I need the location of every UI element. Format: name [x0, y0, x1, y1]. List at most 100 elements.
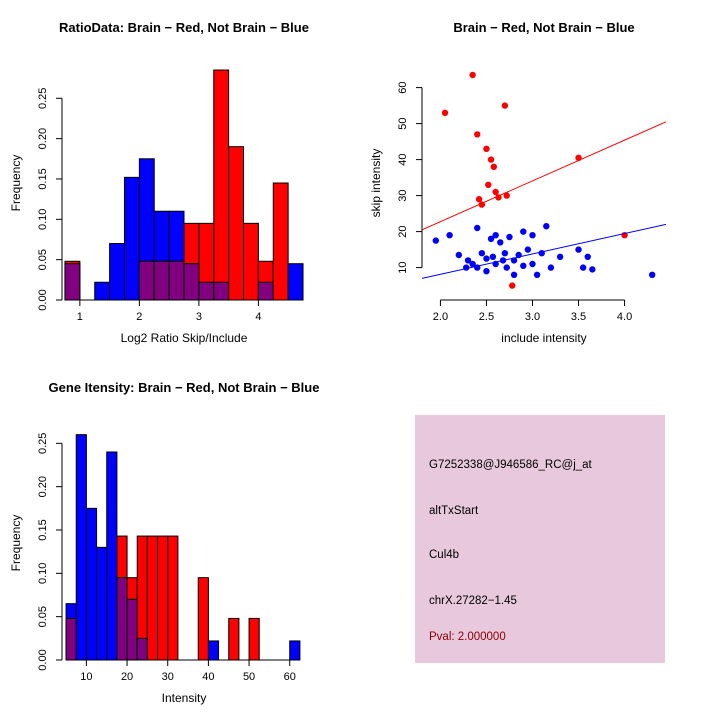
hist-bar-not-brain — [287, 263, 304, 301]
point-not-brain — [474, 224, 481, 232]
x-tick-label: 3.0 — [525, 311, 540, 323]
point-not-brain — [648, 271, 656, 278]
x-tick-label: 4.0 — [617, 311, 632, 323]
brain-fit-line — [421, 121, 667, 231]
y-tick-label: 0.25 — [37, 88, 49, 109]
hist-bar-not-brain — [106, 451, 118, 661]
point-not-brain — [432, 237, 440, 244]
hist-bar-overlap — [65, 617, 77, 661]
y-tick-label: 0.00 — [37, 649, 49, 670]
gene-intensity-histogram-chart: 10 20 30 40 50 60 0.00 0.05 0.10 0.15 0.20 0.25 Inte… — [9, 380, 319, 705]
point-not-brain — [520, 228, 527, 235]
x-tick-label: 2.5 — [479, 311, 494, 323]
point-not-brain — [469, 260, 476, 268]
hist-bar-overlap — [183, 263, 200, 301]
point-not-brain — [575, 246, 582, 253]
event-type-text: altTxStart — [429, 505, 479, 517]
point-not-brain — [455, 251, 463, 259]
point-brain — [492, 188, 499, 196]
x-axis-title: include intensity — [501, 331, 586, 345]
hist-bar-not-brain — [109, 243, 125, 301]
y-tick-label: 60 — [397, 81, 409, 93]
point-not-brain — [462, 264, 470, 271]
x-tick-label: 60 — [284, 671, 296, 683]
y-tick-label: 0.20 — [37, 128, 49, 149]
x-tick-label: 3.5 — [571, 311, 586, 323]
y-tick-label: 0.05 — [37, 606, 49, 627]
point-brain — [485, 181, 492, 188]
y-tick-label: 10 — [397, 261, 409, 273]
x-axis-title: Log2 Ratio Skip/Include — [121, 331, 248, 345]
point-brain — [483, 145, 490, 152]
hist-bar-brain — [146, 535, 159, 661]
hist-bar-brain — [248, 617, 260, 661]
y-tick-label: 0.25 — [37, 433, 49, 454]
y-tick-label: 0.20 — [37, 476, 49, 497]
point-not-brain — [579, 264, 587, 271]
hist-bar-brain — [272, 182, 289, 301]
x-axis-title: Intensity — [162, 691, 207, 705]
x-tick-label: 50 — [243, 671, 255, 683]
point-not-brain — [492, 232, 499, 239]
point-not-brain — [589, 266, 596, 273]
point-not-brain — [464, 257, 472, 264]
point-not-brain — [501, 250, 509, 257]
hist-bar-not-brain — [207, 640, 220, 661]
point-not-brain — [487, 235, 495, 242]
y-tick-label: 0.15 — [37, 168, 49, 189]
intensity-scatter-chart: 2.0 2.5 3.0 3.5 4.0 10 20 30 40 50 60 include inten… — [369, 20, 667, 345]
point-not-brain — [529, 232, 536, 239]
chart-title: RatioData: Brain − Red, Not Brain − Blue — [59, 20, 309, 35]
hist-bar-brain — [167, 535, 179, 661]
y-tick-label: 0.10 — [37, 209, 49, 230]
point-not-brain — [483, 255, 490, 262]
hist-bar-brain — [197, 577, 209, 661]
chart-title: Brain − Red, Not Brain − Blue — [453, 20, 634, 35]
point-brain — [487, 156, 495, 163]
hist-bar-not-brain — [85, 507, 98, 661]
x-tick-label: 10 — [80, 671, 92, 683]
y-tick-label: 30 — [397, 189, 409, 201]
point-brain — [490, 163, 498, 170]
probe-id-text: G7252338@J946586_RC@j_at — [429, 459, 592, 471]
point-not-brain — [524, 246, 532, 253]
point-brain — [475, 196, 483, 203]
point-not-brain — [510, 271, 518, 278]
hist-bar-overlap — [136, 637, 148, 661]
x-tick-label: 4 — [255, 311, 261, 323]
point-not-brain — [547, 264, 555, 271]
hist-bar-brain — [228, 617, 240, 661]
panel-ratio-histogram: 1 2 3 4 0.00 0.05 0.10 0.15 0.20 0.25 Log2 Ratio S… — [0, 0, 360, 360]
not-brain-fit-line — [421, 223, 667, 279]
x-tick-label: 30 — [162, 671, 174, 683]
y-tick-label: 0.00 — [37, 289, 49, 310]
point-brain — [474, 131, 481, 138]
hist-bar-overlap — [213, 281, 230, 301]
hist-bar-overlap — [198, 281, 215, 301]
hist-bar-overlap — [153, 260, 170, 301]
y-tick-label: 0.05 — [37, 249, 49, 270]
hist-bar-overlap — [116, 577, 128, 661]
pval-text: Pval: 2.000000 — [429, 631, 506, 643]
point-brain — [469, 71, 476, 79]
y-tick-label: 40 — [397, 153, 409, 165]
x-tick-label: 40 — [202, 671, 214, 683]
hist-bar-not-brain — [75, 434, 87, 661]
hist-bar-overlap — [138, 260, 155, 301]
panel-gene-info: G7252338@J946586_RC@j_at altTxStart Cul4… — [360, 360, 720, 720]
point-not-brain — [503, 264, 510, 271]
hist-bar-brain — [228, 146, 245, 301]
ratio-histogram-chart: 1 2 3 4 0.00 0.05 0.10 0.15 0.20 0.25 Log2 Ratio S… — [9, 20, 309, 345]
x-tick-label: 2.0 — [433, 311, 448, 323]
point-not-brain — [584, 253, 591, 260]
y-tick-label: 20 — [397, 225, 409, 237]
point-brain — [509, 282, 516, 289]
hist-bar-brain — [243, 222, 259, 301]
hist-bar-not-brain — [96, 546, 108, 661]
locus-text: chrX.27282−1.45 — [429, 595, 517, 607]
gene-name-text: Cul4b — [429, 549, 460, 561]
y-tick-label: 0.10 — [37, 563, 49, 584]
hist-bar-brain — [213, 69, 230, 301]
hist-bar-overlap — [64, 263, 81, 301]
point-not-brain — [497, 239, 504, 246]
